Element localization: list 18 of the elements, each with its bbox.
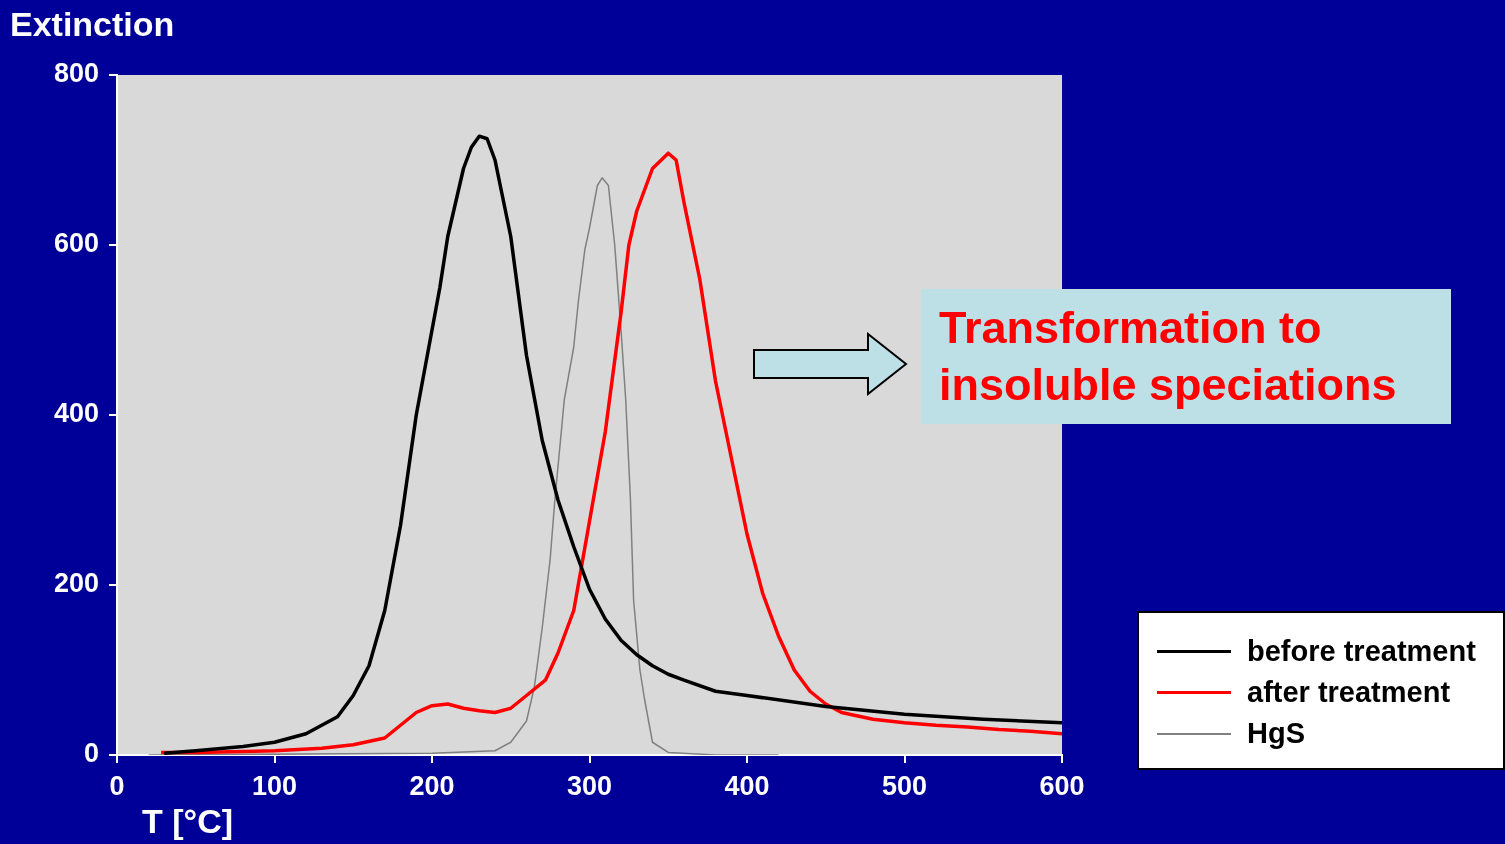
- x-tick-label: 200: [409, 770, 455, 801]
- legend-label: after treatment: [1247, 676, 1451, 709]
- y-tick-label: 800: [53, 58, 99, 89]
- x-tick-label: 300: [566, 770, 613, 801]
- y-tick-label: 400: [53, 398, 99, 429]
- x-axis-title: T [°C]: [142, 802, 234, 841]
- annotation: Transformation to insoluble speciations: [939, 301, 1398, 412]
- x-tick-label: 100: [251, 770, 298, 801]
- y-tick-label: 0: [83, 738, 99, 769]
- x-tick-label: 400: [724, 770, 770, 801]
- y-axis-title: Extinction: [10, 5, 175, 44]
- y-tick-label: 200: [53, 568, 99, 599]
- x-tick-label: 600: [1039, 770, 1085, 801]
- legend-label: HgS: [1247, 717, 1305, 750]
- x-tick-label: 500: [881, 770, 928, 801]
- legend-label: before treatment: [1247, 635, 1476, 668]
- y-tick-label: 600: [53, 228, 99, 259]
- x-tick-label: 0: [109, 770, 125, 801]
